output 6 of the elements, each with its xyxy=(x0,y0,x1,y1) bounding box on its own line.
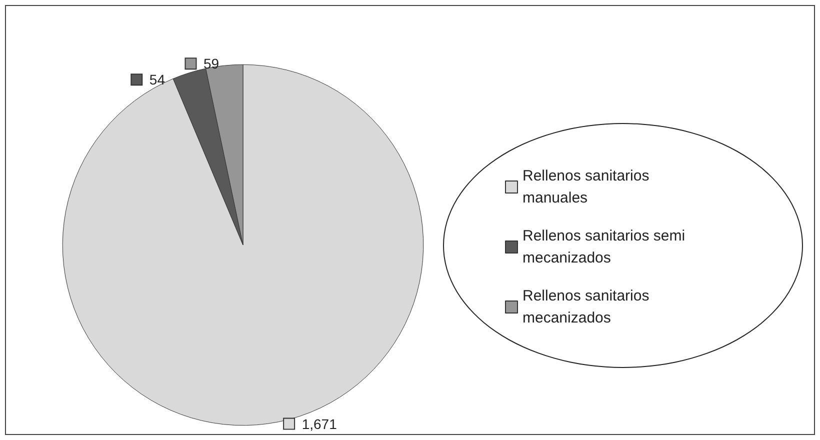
data-label: 59 xyxy=(196,56,220,72)
data-label: 1,671 xyxy=(294,416,338,432)
legend-label: Rellenos sanitarios manuales xyxy=(522,168,654,206)
legend-label: Rellenos sanitarios semi mecanizados xyxy=(522,228,690,266)
legend-label: Rellenos sanitarios mecanizados xyxy=(522,288,654,326)
data-label: 54 xyxy=(142,72,166,88)
